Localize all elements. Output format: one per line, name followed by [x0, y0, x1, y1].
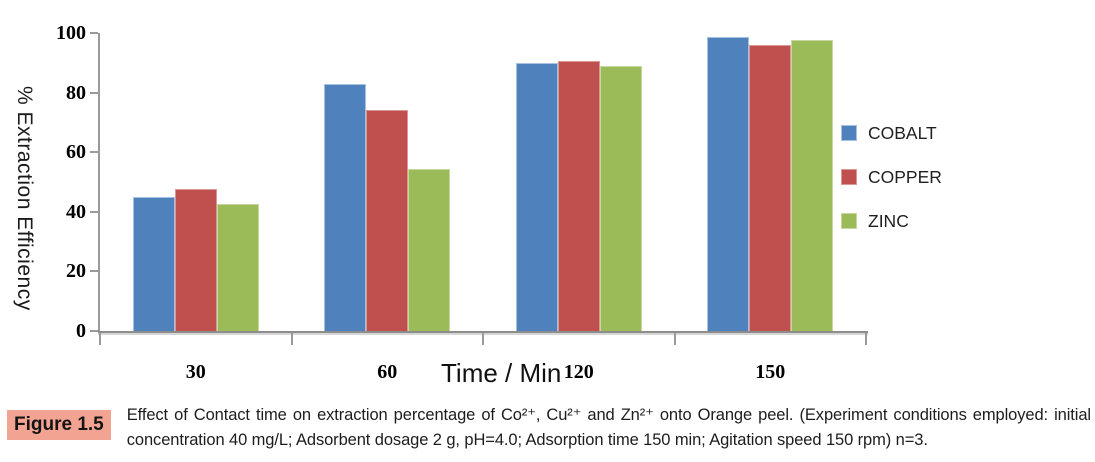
- y-axis-tick: [90, 151, 98, 154]
- bar-copper-150: [749, 44, 792, 331]
- bar-cobalt-30: [132, 196, 175, 331]
- bar-copper-120: [557, 61, 600, 331]
- y-tick-label: 0: [76, 320, 86, 342]
- bar-chart: % Extraction Efficiency 0 20 40 60 80 100 30 60…: [13, 22, 942, 388]
- x-axis-line: [98, 331, 868, 333]
- bar-zinc-120: [599, 65, 642, 331]
- y-axis-tick: [90, 270, 98, 273]
- x-axis-tick: [673, 333, 676, 345]
- legend-label: COPPER: [868, 166, 942, 187]
- caption-text: Effect of Contact time on extraction per…: [126, 406, 1091, 449]
- y-axis-line: [98, 33, 100, 333]
- y-axis-title: % Extraction Efficiency: [13, 86, 36, 311]
- y-axis-tick: [90, 32, 98, 34]
- x-tick-label: 30: [185, 361, 206, 383]
- legend-swatch-zinc: [841, 213, 857, 229]
- y-tick-label: 20: [66, 260, 86, 283]
- legend-label: ZINC: [868, 210, 909, 231]
- legend-swatch-copper: [841, 169, 857, 185]
- bar-cobalt-150: [707, 37, 750, 331]
- y-tick-label: 100: [56, 22, 86, 44]
- plot-area: 0 20 40 60 80 100 30 60 120 150: [56, 22, 868, 383]
- legend-item: ZINC: [841, 210, 942, 231]
- y-tick-label: 40: [66, 200, 86, 223]
- bar-zinc-60: [408, 168, 451, 331]
- x-tick-label: 120: [563, 361, 594, 383]
- figure-caption: Figure 1.5 Effect of Contact time on ext…: [7, 400, 1091, 453]
- legend-swatch-cobalt: [841, 125, 857, 141]
- figure-number-badge: Figure 1.5: [7, 410, 111, 440]
- x-tick-label: 150: [755, 361, 786, 383]
- x-tick-label: 60: [377, 361, 398, 383]
- legend: COBALT COPPER ZINC: [841, 122, 942, 231]
- y-axis-tick: [90, 330, 98, 332]
- bar-cobalt-60: [324, 83, 367, 331]
- bar-cobalt-120: [515, 62, 558, 331]
- bar-zinc-30: [216, 204, 259, 331]
- x-axis-tick: [865, 333, 867, 345]
- legend-item: COBALT: [841, 122, 942, 143]
- y-axis-tick: [90, 210, 98, 213]
- bar-copper-60: [366, 110, 409, 331]
- y-tick-label: 80: [66, 81, 86, 104]
- x-axis-tick: [290, 333, 293, 345]
- x-axis-title: Time / Min: [441, 358, 562, 388]
- x-axis-tick: [99, 333, 101, 345]
- y-axis-tick: [90, 91, 98, 94]
- legend-label: COBALT: [868, 122, 937, 143]
- bar-copper-30: [174, 189, 217, 331]
- legend-item: COPPER: [841, 166, 942, 187]
- x-axis-tick: [482, 333, 484, 345]
- bar-zinc-150: [791, 40, 834, 331]
- y-tick-label: 60: [66, 141, 86, 164]
